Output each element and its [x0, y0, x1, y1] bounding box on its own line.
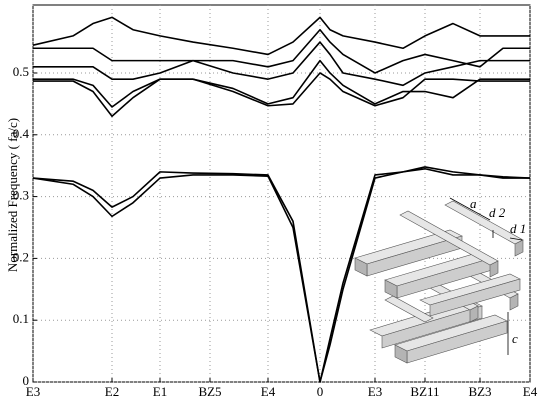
- x-tick-label: E2: [105, 384, 119, 399]
- x-tick-label: 0: [317, 384, 324, 399]
- chart: Normalized Frequency ( fa/c) 00.10.20.30…: [0, 0, 539, 402]
- x-tick-label: E1: [153, 384, 167, 399]
- y-tick-label: 0.2: [13, 249, 29, 264]
- band-line: [33, 61, 530, 107]
- x-tick-label: E4: [523, 384, 538, 399]
- y-tick-label: 0.5: [13, 64, 29, 79]
- x-tick-label: E3: [368, 384, 382, 399]
- y-tick-label: 0.1: [13, 311, 29, 326]
- inset-label: a: [470, 196, 477, 211]
- x-tick-label: E4: [261, 384, 276, 399]
- x-tick-label: BZ3: [468, 384, 491, 399]
- band-line: [33, 17, 530, 54]
- inset-label: c: [512, 331, 518, 346]
- band-line: [33, 73, 530, 116]
- x-tick-label: BZ11: [410, 384, 439, 399]
- inset-diagram: a d 2 d 1 c: [355, 196, 526, 363]
- y-tick-label: 0.3: [13, 188, 29, 203]
- y-tick-label: 0.4: [13, 126, 30, 141]
- inset-label: d 1: [510, 221, 526, 236]
- x-tick-label: BZ5: [198, 384, 221, 399]
- inset-label: d 2: [489, 205, 506, 220]
- x-tick-label: E3: [26, 384, 40, 399]
